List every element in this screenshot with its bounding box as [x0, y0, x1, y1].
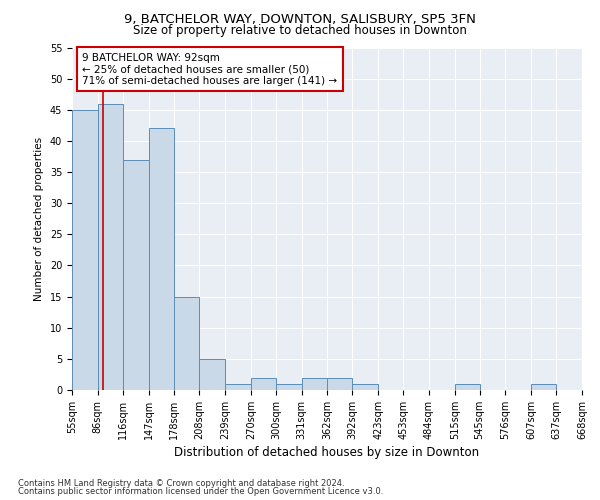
Bar — [302, 378, 328, 390]
X-axis label: Distribution of detached houses by size in Downton: Distribution of detached houses by size … — [175, 446, 479, 459]
Bar — [328, 378, 352, 390]
Bar — [123, 160, 149, 390]
Bar — [175, 296, 199, 390]
Bar — [199, 359, 225, 390]
Y-axis label: Number of detached properties: Number of detached properties — [34, 136, 44, 301]
Text: Contains public sector information licensed under the Open Government Licence v3: Contains public sector information licen… — [18, 487, 383, 496]
Bar — [98, 104, 123, 390]
Bar — [352, 384, 378, 390]
Bar — [72, 110, 98, 390]
Text: 9 BATCHELOR WAY: 92sqm
← 25% of detached houses are smaller (50)
71% of semi-det: 9 BATCHELOR WAY: 92sqm ← 25% of detached… — [82, 52, 337, 86]
Bar — [251, 378, 276, 390]
Text: Contains HM Land Registry data © Crown copyright and database right 2024.: Contains HM Land Registry data © Crown c… — [18, 478, 344, 488]
Bar — [455, 384, 479, 390]
Bar — [225, 384, 251, 390]
Bar — [531, 384, 556, 390]
Text: Size of property relative to detached houses in Downton: Size of property relative to detached ho… — [133, 24, 467, 37]
Bar — [582, 384, 600, 390]
Bar — [149, 128, 175, 390]
Text: 9, BATCHELOR WAY, DOWNTON, SALISBURY, SP5 3FN: 9, BATCHELOR WAY, DOWNTON, SALISBURY, SP… — [124, 12, 476, 26]
Bar — [276, 384, 302, 390]
